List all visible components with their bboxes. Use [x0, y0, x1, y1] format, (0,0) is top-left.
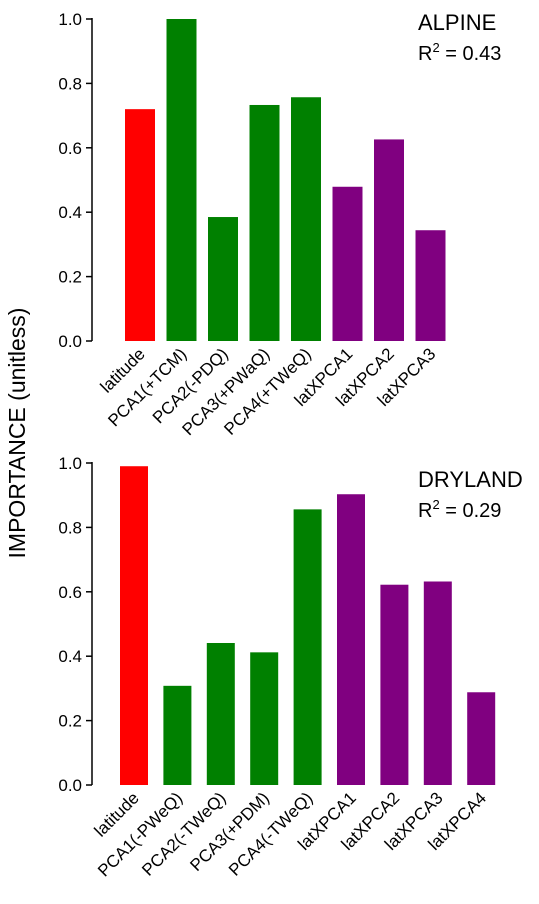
y-axis-label: IMPORTANCE (unitless)	[4, 308, 30, 559]
panel-title: ALPINE	[418, 10, 496, 35]
bar-latxpca3	[423, 581, 452, 785]
y-tick-label: 1.0	[58, 454, 82, 473]
bar-latxpca2	[380, 584, 409, 785]
y-tick-label: 0.0	[58, 332, 82, 351]
bar-pca4-tweq	[291, 97, 321, 341]
y-tick-label: 0.6	[58, 583, 82, 602]
bar-pca2-pdq	[208, 217, 238, 341]
y-tick-label: 0.4	[58, 647, 82, 666]
bar-latxpca1	[337, 494, 365, 785]
r-squared-annotation: R2 = 0.43	[418, 40, 501, 65]
bar-latxpca4	[467, 692, 496, 785]
r2-prefix: R	[418, 43, 432, 65]
y-tick-label: 0.8	[58, 74, 82, 93]
r2-superscript: 2	[432, 40, 439, 55]
bar-latxpca1	[332, 186, 363, 341]
bar-pca1-tcm	[166, 19, 197, 341]
bar-latitude	[125, 109, 155, 341]
y-tick-label: 0.2	[58, 268, 82, 287]
r2-value: = 0.43	[440, 43, 502, 65]
chart-alpine: 0.00.20.40.60.81.0latitudePCA1(+TCM)PCA2…	[58, 10, 501, 439]
y-tick-label: 0.6	[58, 139, 82, 158]
y-tick-label: 0.4	[58, 203, 82, 222]
bar-latxpca2	[374, 139, 404, 341]
y-tick-label: 0.8	[58, 518, 82, 537]
r2-prefix: R	[418, 500, 432, 522]
panel-title: DRYLAND	[418, 467, 523, 492]
r-squared-annotation: R2 = 0.29	[418, 497, 501, 522]
y-tick-label: 0.0	[58, 776, 82, 795]
y-tick-label: 1.0	[58, 10, 82, 29]
bar-pca3-pdm	[250, 652, 279, 785]
y-tick-label: 0.2	[58, 712, 82, 731]
r2-value: = 0.29	[440, 500, 502, 522]
bar-pca3-pwaq	[249, 104, 280, 341]
chart-dryland: 0.00.20.40.60.81.0latitudePCA1(-PWeQ)PCA…	[58, 454, 522, 880]
bar-latxpca3	[415, 230, 446, 341]
r2-superscript: 2	[432, 497, 439, 512]
bar-latitude	[120, 466, 148, 785]
bar-pca1-pweq	[163, 685, 192, 785]
bar-pca2-tweq	[206, 642, 235, 785]
bar-pca4-tweq	[293, 509, 322, 785]
